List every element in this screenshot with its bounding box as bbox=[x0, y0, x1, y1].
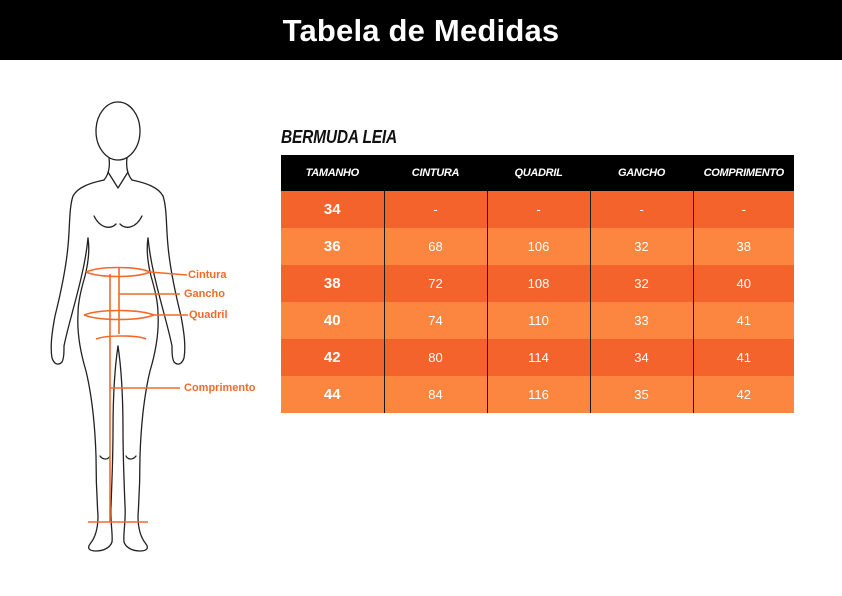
hip-cell: 114 bbox=[486, 339, 591, 376]
hip-cell: 108 bbox=[486, 265, 591, 302]
hip-cell: 110 bbox=[486, 302, 591, 339]
waist-cell: 72 bbox=[383, 265, 488, 302]
column-header-rise: GANCHO bbox=[589, 155, 694, 191]
length-cell: 41 bbox=[692, 302, 794, 339]
size-cell: 40 bbox=[281, 302, 385, 339]
hip-cell: 106 bbox=[486, 228, 591, 265]
waist-label: Cintura bbox=[188, 269, 227, 281]
rise-cell: 35 bbox=[589, 376, 694, 413]
product-name: BERMUDA LEIA bbox=[281, 127, 398, 147]
waist-cell: 80 bbox=[383, 339, 488, 376]
hip-label: Quadril bbox=[189, 309, 228, 321]
length-cell: 40 bbox=[692, 265, 794, 302]
size-cell: 42 bbox=[281, 339, 385, 376]
length-cell: 42 bbox=[692, 376, 794, 413]
table-row: 40 74 110 33 41 bbox=[281, 302, 794, 339]
rise-cell: - bbox=[589, 191, 694, 228]
length-label: Comprimento bbox=[184, 382, 256, 394]
waist-cell: 74 bbox=[383, 302, 488, 339]
hip-cell: - bbox=[486, 191, 591, 228]
rise-cell: 34 bbox=[589, 339, 694, 376]
table-row: 34 - - - - bbox=[281, 191, 794, 228]
size-cell: 38 bbox=[281, 265, 385, 302]
table-row: 38 72 108 32 40 bbox=[281, 265, 794, 302]
hip-cell: 116 bbox=[486, 376, 591, 413]
column-header-waist: CINTURA bbox=[383, 155, 488, 191]
length-cell: - bbox=[692, 191, 794, 228]
column-header-length: COMPRIMENTO bbox=[692, 155, 794, 191]
waist-cell: 68 bbox=[383, 228, 488, 265]
rise-cell: 32 bbox=[589, 265, 694, 302]
page-header: Tabela de Medidas bbox=[0, 0, 842, 60]
rise-cell: 32 bbox=[589, 228, 694, 265]
table-row: 36 68 106 32 38 bbox=[281, 228, 794, 265]
table-header-row: TAMANHO CINTURA QUADRIL GANCHO COMPRIMEN… bbox=[281, 155, 794, 191]
waist-cell: 84 bbox=[383, 376, 488, 413]
rise-label: Gancho bbox=[184, 288, 225, 300]
table-row: 44 84 116 35 42 bbox=[281, 376, 794, 413]
size-table: TAMANHO CINTURA QUADRIL GANCHO COMPRIMEN… bbox=[281, 155, 794, 413]
page-title: Tabela de Medidas bbox=[282, 13, 560, 48]
size-cell: 36 bbox=[281, 228, 385, 265]
length-cell: 41 bbox=[692, 339, 794, 376]
table-row: 42 80 114 34 41 bbox=[281, 339, 794, 376]
body-silhouette-icon bbox=[50, 101, 188, 552]
size-cell: 34 bbox=[281, 191, 385, 228]
waist-cell: - bbox=[383, 191, 488, 228]
length-cell: 38 bbox=[692, 228, 794, 265]
size-cell: 44 bbox=[281, 376, 385, 413]
column-header-size: TAMANHO bbox=[281, 155, 385, 191]
body-measurement-figure: Cintura Gancho Quadril Comprimento bbox=[40, 96, 280, 556]
column-header-hip: QUADRIL bbox=[486, 155, 591, 191]
rise-cell: 33 bbox=[589, 302, 694, 339]
